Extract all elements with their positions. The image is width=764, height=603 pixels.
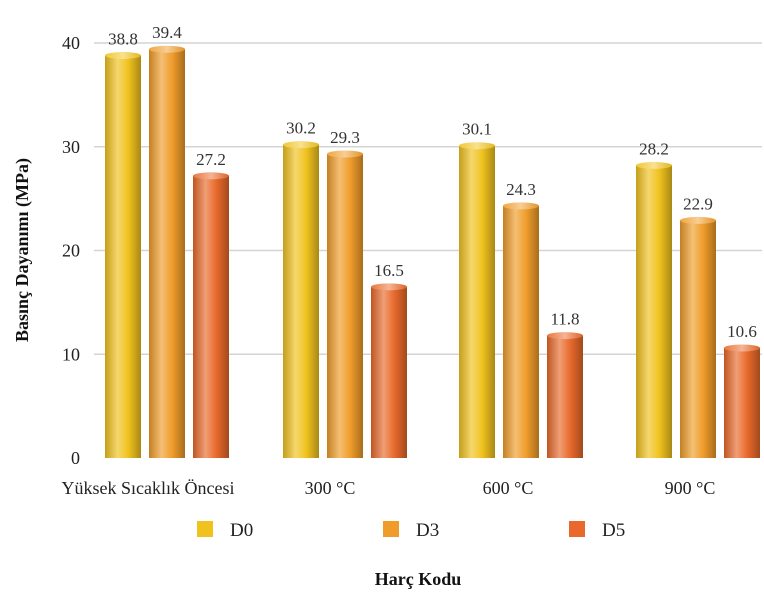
bar-cap (547, 332, 583, 340)
bar-cap (636, 161, 672, 169)
bar-d0-3 (459, 145, 495, 458)
bar-cap (459, 142, 495, 150)
data-label: 38.8 (108, 29, 138, 48)
bar-cap (724, 344, 760, 352)
bar-d5-1 (193, 175, 229, 459)
bar-d3-1 (149, 49, 185, 458)
data-label: 30.2 (286, 119, 316, 138)
data-label: 24.3 (506, 180, 536, 199)
x-tick-label: 900 °C (665, 478, 716, 498)
data-label: 16.5 (374, 261, 404, 280)
bar-cap (105, 51, 141, 59)
bar-cap (193, 172, 229, 180)
legend-swatch-d5 (569, 521, 585, 537)
bar-d0-1 (105, 55, 141, 458)
legend-label-d3: D3 (416, 520, 439, 541)
y-axis-ticks: 0 10 20 30 40 (62, 33, 80, 468)
data-label: 39.4 (152, 23, 182, 42)
bar-d5-3 (547, 335, 583, 458)
data-label: 10.6 (727, 322, 757, 341)
x-tick-label: 300 °C (305, 478, 356, 498)
y-tick-label: 10 (62, 344, 80, 364)
bar-cap (283, 141, 319, 149)
bar-cap (371, 283, 407, 291)
y-tick-label: 20 (62, 241, 80, 261)
y-tick-label: 40 (62, 33, 80, 53)
bar-d5-2 (371, 286, 407, 458)
x-axis-categories: Yüksek Sıcaklık Öncesi 300 °C 600 °C 900 °C (62, 478, 716, 498)
bars (105, 45, 760, 459)
x-axis-title: Harç Kodu (375, 569, 462, 589)
bar-d3-2 (327, 154, 363, 458)
data-label: 11.8 (550, 310, 579, 329)
data-label: 27.2 (196, 150, 226, 169)
x-tick-label: 600 °C (483, 478, 534, 498)
legend-label-d0: D0 (230, 520, 253, 541)
legend-swatch-d0 (197, 521, 213, 537)
legend-label-d5: D5 (602, 520, 625, 541)
y-axis-title: Basınç Dayanımı (MPa) (12, 158, 33, 342)
x-tick-label: Yüksek Sıcaklık Öncesi (62, 478, 235, 498)
bar-d0-2 (283, 144, 319, 459)
bar-cap (149, 45, 185, 53)
y-tick-label: 30 (62, 137, 80, 157)
bar-d3-3 (503, 205, 539, 458)
data-label: 22.9 (683, 194, 713, 213)
legend: D0 D3 D5 (197, 520, 625, 541)
bar-d3-4 (680, 220, 716, 458)
legend-swatch-d3 (383, 521, 399, 537)
data-labels: 38.8 39.4 27.2 30.2 29.3 16.5 30.1 24.3 11.8 28.2… (108, 23, 757, 341)
y-tick-label: 0 (71, 448, 80, 468)
data-label: 29.3 (330, 128, 360, 147)
bar-cap (680, 216, 716, 224)
bar-cap (503, 202, 539, 210)
bar-cap (327, 150, 363, 158)
bar-d5-4 (724, 348, 760, 458)
data-label: 30.1 (462, 120, 492, 139)
data-label: 28.2 (639, 139, 669, 158)
bar-d0-4 (636, 165, 672, 459)
